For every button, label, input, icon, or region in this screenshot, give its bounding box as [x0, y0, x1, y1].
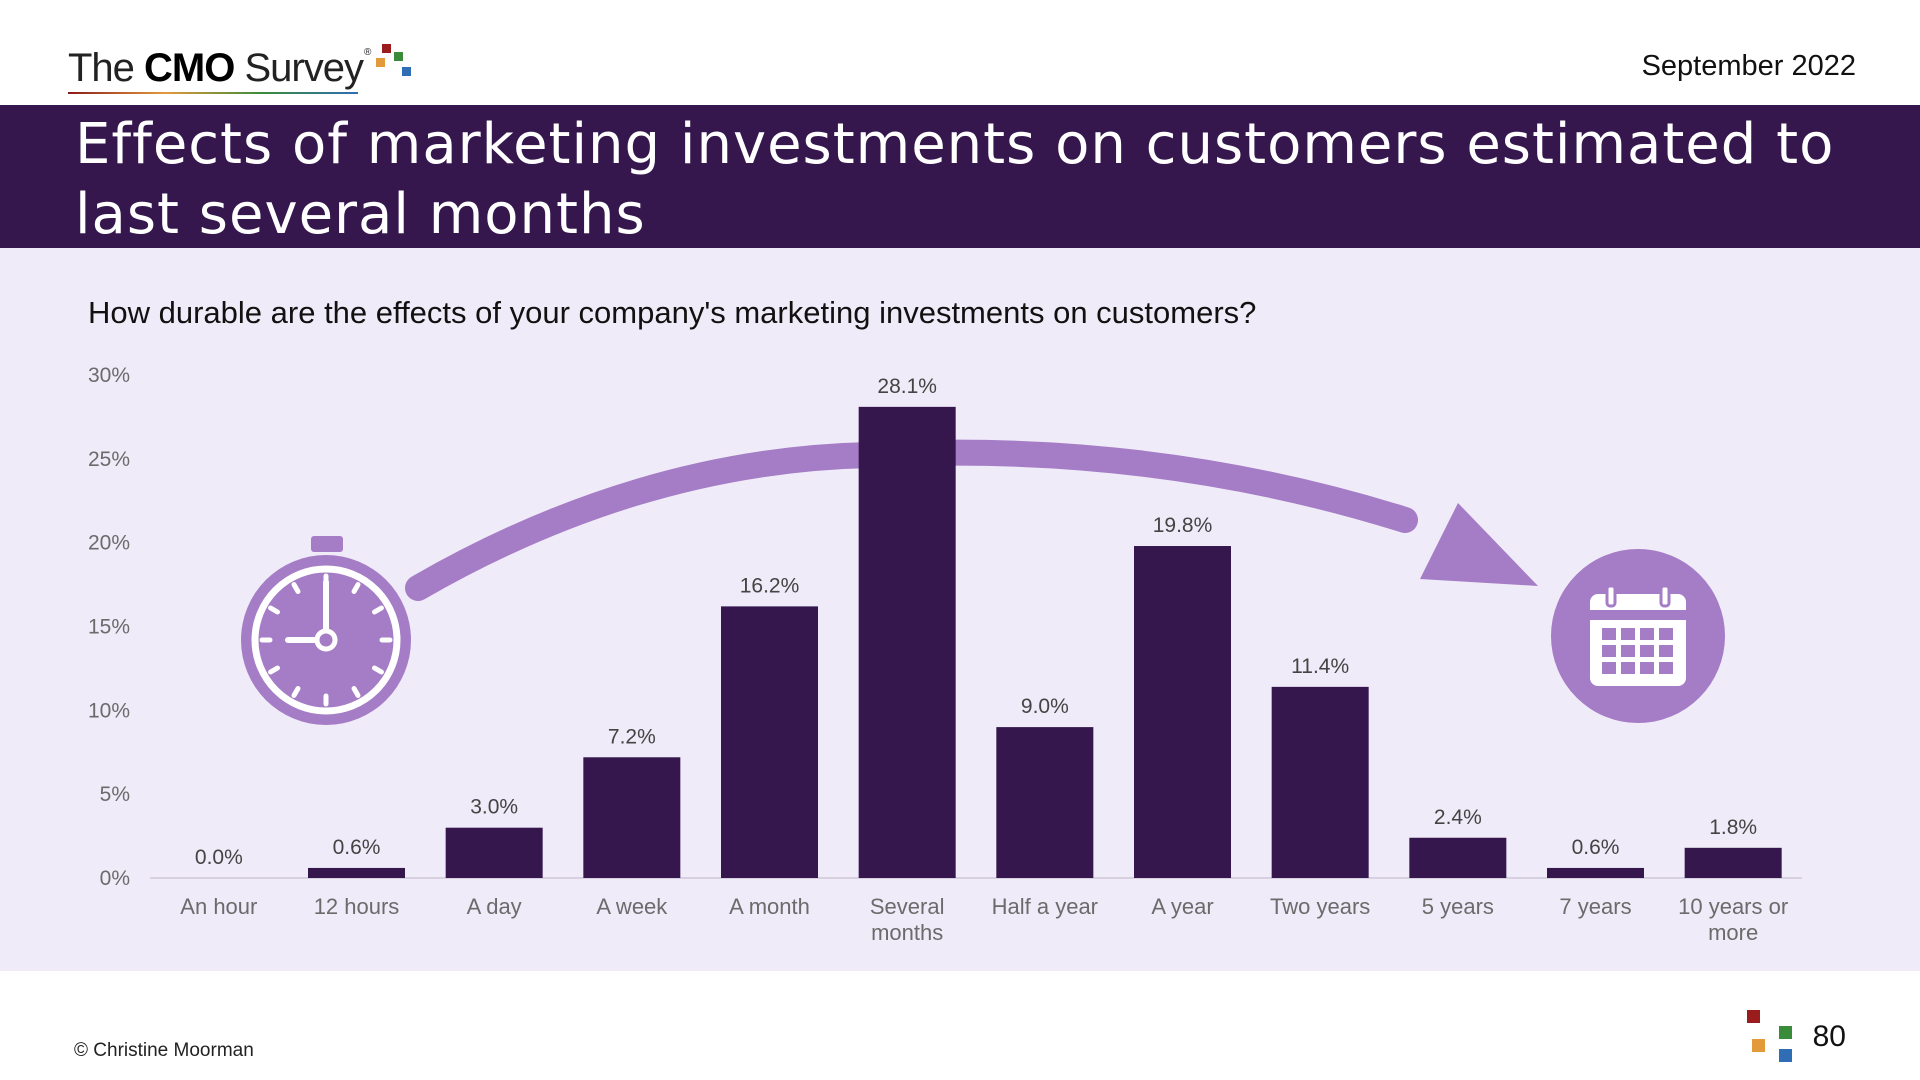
y-tick-label: 5%: [100, 783, 130, 806]
stopwatch-tick: [291, 685, 301, 698]
bar-value-label: 9.0%: [1021, 695, 1069, 718]
x-tick-label: Half a year: [992, 894, 1098, 919]
calendar-cell: [1602, 662, 1616, 674]
stopwatch-tick: [371, 605, 384, 615]
bar: [996, 727, 1094, 878]
stopwatch-tick: [351, 582, 361, 595]
logo-registered-mark: ®: [363, 47, 371, 58]
calendar-cell: [1640, 628, 1654, 640]
bar: [1271, 686, 1369, 878]
stopwatch-tick: [291, 582, 301, 595]
header-bar: [0, 0, 1920, 105]
calendar-cell: [1659, 628, 1673, 640]
bar: [1409, 837, 1507, 878]
logo-bold: CMO: [144, 46, 235, 90]
stopwatch-tick: [268, 605, 281, 615]
y-tick-label: 25%: [88, 448, 130, 471]
bar: [308, 867, 405, 878]
bar: [1547, 867, 1644, 878]
x-tick-label: 7 years: [1559, 894, 1631, 919]
stopwatch-tick: [268, 665, 281, 675]
bars-group: [308, 406, 1782, 878]
x-tick-label: 12 hours: [314, 894, 400, 919]
bar-value-label: 0.0%: [195, 846, 243, 869]
calendar-cell: [1621, 628, 1635, 640]
bar: [583, 757, 681, 878]
y-tick-label: 20%: [88, 532, 130, 555]
bar-value-label: 3.0%: [470, 796, 518, 819]
bar: [445, 827, 543, 878]
bar: [721, 606, 818, 878]
title-band: [0, 105, 1920, 248]
x-tick-label: A month: [729, 894, 810, 919]
bar-chart: 0% 5% 10% 15% 20% 25% 30% 0.0% 0.6% 3.0% 7.2% 16.2…: [88, 364, 1802, 945]
calendar-cell: [1621, 645, 1635, 657]
y-tick-label: 15%: [88, 616, 130, 639]
bar: [858, 406, 956, 878]
stopwatch-tick: [371, 665, 384, 675]
calendar-cell: [1659, 645, 1673, 657]
bar-value-label: 11.4%: [1291, 655, 1349, 678]
x-tick-label: Two years: [1270, 894, 1370, 919]
curved-arrow-head: [1420, 503, 1538, 586]
y-axis: 0% 5% 10% 15% 20% 25% 30%: [88, 364, 130, 890]
y-tick-label: 10%: [88, 699, 130, 722]
x-tick-label: months: [871, 920, 943, 945]
x-tick-label: A year: [1151, 894, 1213, 919]
bar-value-label: 0.6%: [1572, 836, 1620, 859]
bar-value-label: 7.2%: [608, 725, 656, 748]
survey-question: How durable are the effects of your comp…: [88, 295, 1257, 330]
copyright-text: © Christine Moorman: [74, 1040, 254, 1061]
logo-underline: [68, 92, 358, 94]
bar: [1684, 847, 1782, 878]
data-labels-group: 0.0% 0.6% 3.0% 7.2% 16.2% 28.1% 9.0% 19.8% 11.4%…: [195, 375, 1757, 869]
x-tick-label: A week: [596, 894, 668, 919]
calendar-cell: [1602, 628, 1616, 640]
calendar-cell: [1659, 662, 1673, 674]
chart-decorations: [241, 439, 1725, 725]
y-tick-label: 30%: [88, 364, 130, 387]
logo-suffix: Survey: [234, 46, 363, 90]
bar-value-label: 1.8%: [1709, 816, 1757, 839]
x-tick-label: An hour: [180, 894, 257, 919]
bar-value-label: 0.6%: [333, 836, 381, 859]
bar-value-label: 2.4%: [1434, 806, 1482, 829]
cmo-survey-logo: The CMO Survey®: [68, 38, 416, 94]
y-tick-label: 0%: [100, 867, 130, 890]
footer-logo-squares-icon: [1742, 1010, 1794, 1062]
x-tick-label: Several: [870, 894, 945, 919]
x-axis: An hour 12 hours A day A week A month Several…: [180, 894, 1788, 945]
calendar-cell: [1602, 645, 1616, 657]
logo-squares-icon: [376, 44, 416, 88]
bar-value-label: 19.8%: [1153, 514, 1213, 537]
calendar-cell: [1621, 662, 1635, 674]
bar-value-label: 16.2%: [740, 574, 800, 597]
page-number: 80: [1812, 1020, 1846, 1053]
logo-prefix: The: [68, 46, 145, 90]
x-tick-label: A day: [467, 894, 522, 919]
stopwatch-icon: [241, 536, 411, 725]
stopwatch-tick: [351, 685, 361, 698]
slide-title: Effects of marketing investments on cust…: [75, 112, 1835, 247]
calendar-cell: [1640, 662, 1654, 674]
x-tick-label: 10 years or: [1678, 894, 1788, 919]
calendar-cell: [1640, 645, 1654, 657]
x-tick-label: more: [1708, 920, 1758, 945]
bar: [1134, 546, 1231, 878]
bar-value-label: 28.1%: [877, 375, 937, 398]
logo-wordmark: The CMO Survey®: [68, 46, 371, 90]
report-date: September 2022: [1641, 50, 1856, 82]
x-tick-label: 5 years: [1422, 894, 1494, 919]
calendar-icon: [1551, 549, 1725, 723]
